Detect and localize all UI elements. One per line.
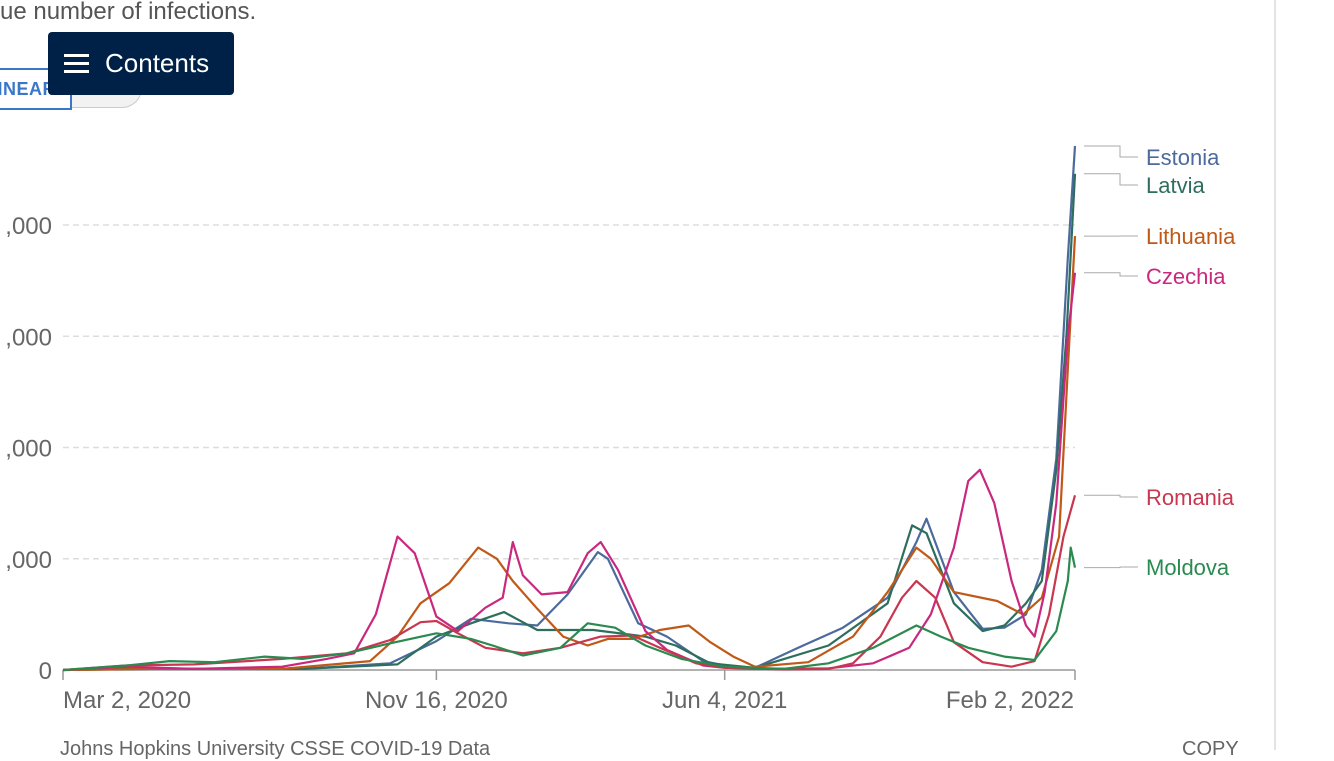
y-tick-label-4: ,000 bbox=[5, 213, 52, 240]
x-tick-label-2: Jun 4, 2021 bbox=[662, 687, 787, 714]
series-connector-latvia bbox=[1084, 174, 1138, 185]
series-connector-estonia bbox=[1084, 146, 1138, 157]
series-label-estonia: Estonia bbox=[1146, 145, 1220, 170]
series-label-latvia: Latvia bbox=[1146, 173, 1205, 198]
grid-lines bbox=[63, 225, 1075, 559]
series-label-czechia: Czechia bbox=[1146, 264, 1226, 289]
series-label-moldova: Moldova bbox=[1146, 555, 1230, 580]
contents-button-label: Contents bbox=[105, 48, 209, 79]
series-line-lithuania bbox=[63, 236, 1075, 670]
series-labels: Estonia Latvia Lithuania Czechia Romania Mold… bbox=[1084, 145, 1236, 580]
series-label-romania: Romania bbox=[1146, 485, 1235, 510]
x-tick-label-3: Feb 2, 2022 bbox=[946, 687, 1074, 714]
y-tick-label-1: ,000 bbox=[5, 547, 52, 574]
series-line-moldova bbox=[63, 548, 1075, 670]
series-connector-romania bbox=[1084, 495, 1138, 497]
hamburger-menu-icon bbox=[64, 54, 89, 74]
x-tick-label-1: Nov 16, 2020 bbox=[365, 687, 508, 714]
y-tick-label-2: ,000 bbox=[5, 436, 52, 463]
series-line-czechia bbox=[63, 273, 1075, 670]
series-connector-moldova bbox=[1084, 567, 1138, 568]
y-tick-label-0: 0 bbox=[39, 658, 52, 685]
y-tick-label-3: ,000 bbox=[5, 324, 52, 351]
series-connector-czechia bbox=[1084, 273, 1138, 276]
series-line-latvia bbox=[63, 174, 1075, 670]
contents-button[interactable]: Contents bbox=[48, 32, 234, 95]
series-label-lithuania: Lithuania bbox=[1146, 224, 1236, 249]
x-tick-label-0: Mar 2, 2020 bbox=[63, 687, 191, 714]
series-line-romania bbox=[63, 495, 1075, 670]
